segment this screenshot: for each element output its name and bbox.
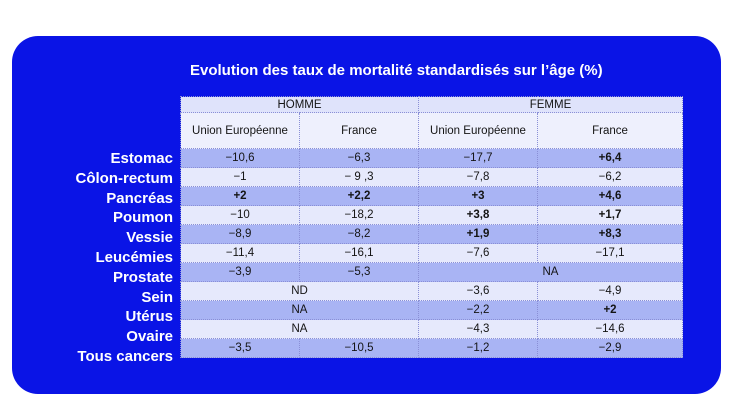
- table-cell: −7,6: [418, 243, 538, 263]
- table-cell: +2: [180, 186, 300, 206]
- row-label: Poumon: [113, 209, 173, 227]
- table-row: −3,5 −10,5 −1,2 −2,9: [180, 338, 683, 358]
- table-cell: +3: [418, 186, 538, 206]
- table-cell-merged: ND: [180, 281, 419, 301]
- table-cell: −1: [180, 167, 300, 187]
- table-cell: −10: [180, 205, 300, 225]
- table-cell: −6,2: [537, 167, 683, 187]
- row-labels: Estomac Côlon-rectum Pancréas Poumon Ves…: [40, 149, 174, 367]
- table-row: −8,9 −8,2 +1,9 +8,3: [180, 224, 683, 244]
- table-cell: −3,5: [180, 338, 300, 358]
- table-cell-merged: NA: [180, 319, 419, 339]
- table-cell: −16,1: [299, 243, 419, 263]
- table-cell: −1,2: [418, 338, 538, 358]
- row-label: Prostate: [112, 268, 173, 286]
- column-header-homme-ue: Union Européenne: [180, 112, 300, 149]
- group-header-femme: FEMME: [418, 96, 683, 113]
- table-cell: −7,8: [418, 167, 538, 187]
- table-title: Evolution des taux de mortalité standard…: [190, 62, 603, 79]
- table-cell: −8,9: [180, 224, 300, 244]
- table-cell: +1,7: [537, 205, 683, 225]
- row-label: Tous cancers: [77, 347, 173, 365]
- table-cell: −5,3: [299, 262, 419, 282]
- row-label: Ovaire: [126, 328, 173, 346]
- table-cell: −11,4: [180, 243, 300, 263]
- table-row: −11,4 −16,1 −7,6 −17,1: [180, 243, 683, 263]
- table-cell: +3,8: [418, 205, 538, 225]
- table-cell: −18,2: [299, 205, 419, 225]
- mortality-table: HOMME FEMME Union Européenne France Unio…: [180, 96, 683, 358]
- table-row: −1 − 9 ,3 −7,8 −6,2: [180, 167, 683, 187]
- table-cell: −10,5: [299, 338, 419, 358]
- table-row: −10 −18,2 +3,8 +1,7: [180, 205, 683, 225]
- table-cell: −17,7: [418, 148, 538, 168]
- table-cell: +1,9: [418, 224, 538, 244]
- group-header-row: HOMME FEMME: [180, 96, 683, 113]
- table-cell: −10,6: [180, 148, 300, 168]
- row-label: Sein: [141, 288, 173, 306]
- table-row: ND −3,6 −4,9: [180, 281, 683, 301]
- table-cell: +2,2: [299, 186, 419, 206]
- table-cell: −2,9: [537, 338, 683, 358]
- table-cell: −8,2: [299, 224, 419, 244]
- column-header-femme-france: France: [537, 112, 683, 149]
- table-cell: −3,9: [180, 262, 300, 282]
- row-label: Côlon-rectum: [75, 169, 174, 187]
- row-label: Utérus: [125, 308, 173, 326]
- table-cell: −6,3: [299, 148, 419, 168]
- table-row: NA −4,3 −14,6: [180, 319, 683, 339]
- table-cell: −4,9: [537, 281, 683, 301]
- table-row: −3,9 −5,3 NA: [180, 262, 683, 282]
- column-header-row: Union Européenne France Union Européenne…: [180, 112, 683, 149]
- table-cell: +8,3: [537, 224, 683, 244]
- group-header-homme: HOMME: [180, 96, 419, 113]
- table-row: NA −2,2 +2: [180, 300, 683, 320]
- row-label: Vessie: [126, 229, 173, 247]
- table-cell: −17,1: [537, 243, 683, 263]
- row-label: Pancréas: [106, 189, 173, 207]
- table-cell: −14,6: [537, 319, 683, 339]
- table-cell: +4,6: [537, 186, 683, 206]
- table-cell: +2: [537, 300, 683, 320]
- table-row: −10,6 −6,3 −17,7 +6,4: [180, 148, 683, 168]
- row-label: Leucémies: [95, 248, 173, 266]
- column-header-femme-ue: Union Européenne: [418, 112, 538, 149]
- table-cell-merged: NA: [418, 262, 683, 282]
- column-header-homme-france: France: [299, 112, 419, 149]
- row-label: Estomac: [110, 150, 173, 167]
- table-cell: +6,4: [537, 148, 683, 168]
- table-cell: −4,3: [418, 319, 538, 339]
- table-cell: − 9 ,3: [299, 167, 419, 187]
- table-cell-merged: NA: [180, 300, 419, 320]
- table-row: +2 +2,2 +3 +4,6: [180, 186, 683, 206]
- table-cell: −3,6: [418, 281, 538, 301]
- table-cell: −2,2: [418, 300, 538, 320]
